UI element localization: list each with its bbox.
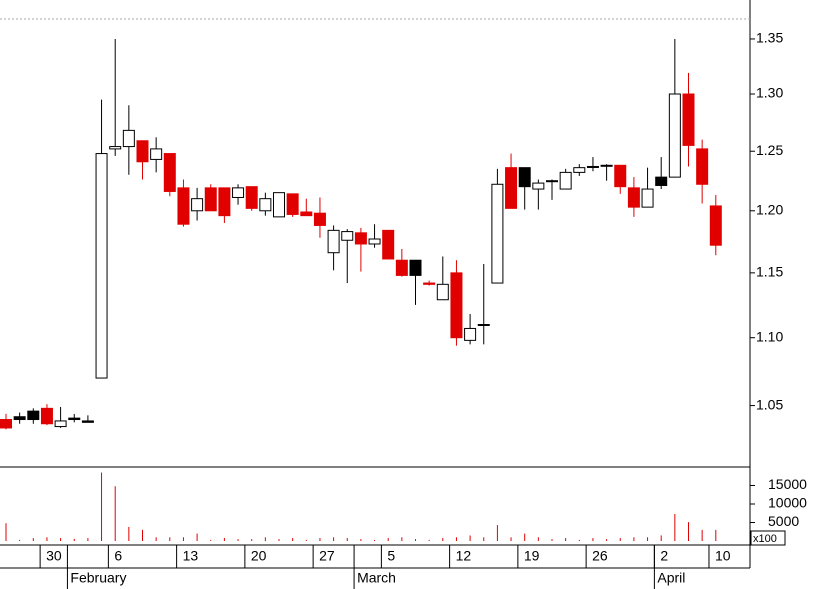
candle-body [163,153,176,192]
candle-body [368,238,381,245]
y-tick-label: 1.35 [756,30,783,46]
volume-tick-label: 5000 [768,513,799,529]
candle-body [68,417,81,421]
candle-body [559,171,572,190]
candle-body [682,93,695,146]
candle-body [409,259,422,276]
month-label: April [657,570,685,586]
candle-body [423,282,436,285]
candle-body [177,187,190,225]
candle-body [464,327,477,341]
x-tick-label: 12 [456,548,472,564]
x-tick-label: 19 [524,548,540,564]
candle-body [327,229,340,254]
candle-body [395,259,408,276]
candle-body [532,182,545,190]
candle-body [95,153,108,379]
y-tick-label: 1.25 [756,142,783,158]
candle-body [450,272,463,339]
x-tick-label: 6 [114,548,122,564]
volume-tick-label: 15000 [768,476,807,492]
candle-body [13,416,26,421]
candle-body [0,419,12,429]
x-tick-label: 30 [46,548,62,564]
candle-body [191,198,204,212]
candle-body [300,211,313,217]
volume-tick-label: 10000 [768,495,807,511]
candle-body [40,407,53,425]
candle-body [273,192,285,218]
candle-body [109,146,122,150]
month-label: March [357,570,396,586]
month-label: February [70,570,126,586]
candle-body [546,180,558,183]
unit-box [750,530,786,546]
candle-body [668,93,681,178]
candle-body [696,148,709,185]
x-tick-label: 27 [319,548,335,564]
candle-body [655,176,668,186]
y-tick-label: 1.10 [756,328,783,344]
x-tick-label: 10 [715,548,731,564]
x-tick-label: 13 [183,548,199,564]
candle-body [54,420,67,428]
candle-body [218,187,231,217]
candle-body [627,187,640,208]
candle-body [382,229,395,260]
candle-body [81,420,94,423]
candle-body [232,187,245,198]
y-tick-label: 1.15 [756,264,783,280]
y-tick-label: 1.30 [756,85,783,101]
candle-body [341,231,354,241]
candle-body [586,165,599,168]
candle-body [436,283,449,301]
candle-body [245,186,258,209]
candle-body [491,183,504,284]
x-tick-label: 20 [251,548,267,564]
candle-body [313,212,326,226]
x-tick-label: 5 [387,548,395,564]
candle-body [259,198,272,212]
y-tick-label: 1.05 [756,396,783,412]
candle-body [709,205,722,246]
candle-body [505,167,518,209]
candle-body [477,324,490,327]
candle-body [573,167,586,173]
candle-body [354,232,367,245]
candle-body [136,140,149,163]
candle-body [286,193,299,215]
candle-body [641,188,654,208]
volume-unit: x100 [753,533,777,545]
candle-body [518,167,531,188]
candle-body [600,164,613,167]
y-tick-label: 1.20 [756,201,783,217]
x-tick-label: 2 [660,548,668,564]
candle-body [150,148,163,160]
x-tick-label: 26 [592,548,608,564]
candle-body [614,164,627,188]
candle-body [27,410,40,421]
candle-body [122,129,135,148]
candle-body [204,187,217,212]
